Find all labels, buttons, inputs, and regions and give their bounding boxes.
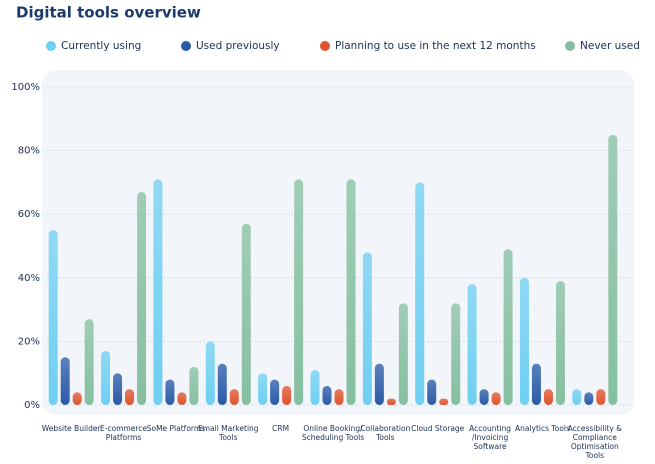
legend-swatch	[46, 41, 56, 51]
x-tick-label: Accounting /Invoicing Software	[469, 424, 512, 451]
bar	[205, 341, 215, 405]
bar	[334, 389, 344, 405]
x-tick-label: Online Booking/ Scheduling Tools	[301, 424, 365, 442]
bar	[427, 379, 437, 405]
bar	[189, 366, 199, 405]
legend-item: Never used	[565, 40, 640, 52]
bar	[258, 373, 268, 405]
y-tick-label: 0%	[24, 400, 40, 411]
x-tick-label: Email Marketing Tools	[197, 424, 259, 442]
bar	[113, 373, 123, 405]
bar	[398, 303, 408, 405]
bar	[439, 398, 449, 405]
bar	[415, 182, 425, 405]
bar	[241, 223, 251, 405]
bar	[596, 389, 606, 405]
bar	[386, 398, 396, 405]
legend-item: Currently using	[46, 40, 141, 52]
bar	[531, 363, 541, 405]
bar	[519, 277, 529, 405]
bar	[374, 363, 384, 405]
bar	[60, 357, 70, 405]
bar	[48, 230, 58, 405]
legend-swatch	[565, 41, 575, 51]
bar	[322, 385, 332, 405]
bar	[282, 385, 292, 405]
y-tick-label: 60%	[18, 209, 40, 220]
bar	[229, 389, 239, 405]
bar	[572, 389, 582, 405]
y-tick-label: 80%	[18, 146, 40, 157]
x-tick-label: Analytics Tools	[514, 424, 570, 433]
bar	[543, 389, 553, 405]
bar	[101, 350, 111, 405]
legend-label: Currently using	[61, 40, 141, 52]
legend-swatch	[320, 41, 330, 51]
x-tick-label: E-commerce Platforms	[100, 424, 148, 442]
legend-item: Used previously	[181, 40, 280, 52]
bar	[346, 179, 356, 405]
bar	[467, 284, 477, 405]
bar	[217, 363, 227, 405]
x-tick-label: SoMe Platforms	[146, 424, 206, 433]
bar	[137, 191, 147, 405]
y-tick-label: 100%	[11, 82, 40, 93]
bar	[479, 389, 489, 405]
y-tick-label: 20%	[18, 336, 40, 347]
bar	[584, 392, 594, 405]
x-tick-label: Collaboration Tools	[360, 424, 411, 442]
x-tick-label: Website Builder	[41, 424, 101, 433]
bar	[555, 280, 565, 405]
plot-panel	[42, 70, 634, 415]
bar	[503, 249, 513, 405]
legend-swatch	[181, 41, 191, 51]
bar	[72, 392, 82, 405]
chart-title: Digital tools overview	[16, 4, 201, 22]
bar	[153, 179, 163, 405]
bar	[177, 392, 187, 405]
legend-label: Planning to use in the next 12 months	[335, 40, 536, 52]
bar	[270, 379, 280, 405]
x-tick-label: Accessibility & Compliance Optimisation …	[567, 424, 622, 460]
bar	[491, 392, 501, 405]
y-tick-label: 40%	[18, 273, 40, 284]
legend-item: Planning to use in the next 12 months	[320, 40, 536, 52]
legend-label: Used previously	[196, 40, 280, 52]
x-tick-label: Cloud Storage	[411, 424, 465, 433]
bar	[165, 379, 175, 405]
bar	[608, 134, 618, 405]
legend-label: Never used	[580, 40, 640, 52]
x-tick-label: CRM	[272, 424, 290, 433]
bar	[84, 319, 94, 405]
bar	[125, 389, 135, 405]
bar	[310, 370, 320, 405]
bar	[451, 303, 461, 405]
bar	[362, 252, 372, 405]
bar	[294, 179, 304, 405]
